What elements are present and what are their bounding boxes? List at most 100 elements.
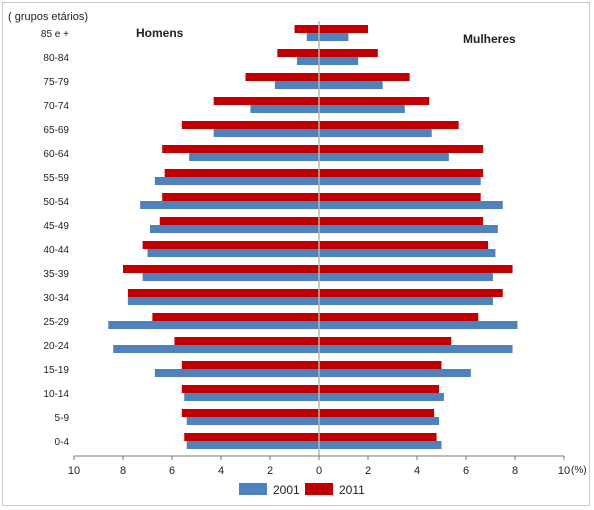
bar-women-2011-25-29: [319, 313, 479, 321]
bar-men-2001-45-49: [149, 225, 319, 233]
bar-men-2011-40-44: [142, 241, 319, 249]
bar-women-2001-35-39: [319, 273, 493, 281]
bar-women-2001-0-4: [319, 441, 442, 449]
y-tick-label: 65-69: [43, 125, 69, 136]
y-tick-label: 15-19: [43, 365, 69, 376]
x-unit-label: (%): [571, 465, 587, 476]
bar-men-2011-20-24: [174, 337, 319, 345]
bar-women-2011-15-19: [319, 361, 442, 369]
bar-women-2011-60-64: [319, 145, 484, 153]
y-tick-label: 35-39: [43, 269, 69, 280]
bar-men-2001-15-19: [154, 369, 319, 377]
bar-men-2001-40-44: [147, 249, 319, 257]
x-tick-label: 10: [68, 465, 80, 477]
x-tick-label: 8: [120, 465, 126, 477]
x-axis-ticks: 10 8 6 4 2 0 2 4 6 8 10: [68, 456, 570, 477]
bar-women-2001-45-49: [319, 225, 498, 233]
y-tick-label: 55-59: [43, 173, 69, 184]
bar-women-2011-55-59: [319, 169, 484, 177]
bar-women-2001-30-34: [319, 297, 493, 305]
bar-women-2001-75-79: [319, 81, 383, 89]
legend-swatch-2011: [305, 483, 333, 495]
bar-women-2001-85-e: [319, 33, 349, 41]
y-tick-label: 50-54: [43, 197, 69, 208]
bar-women-2011-35-39: [319, 265, 513, 273]
x-tick-label: 6: [169, 465, 175, 477]
bar-women-2011-40-44: [319, 241, 489, 249]
x-tick-label: 6: [463, 465, 469, 477]
bar-men-2001-25-29: [108, 321, 319, 329]
legend-swatch-2001: [239, 483, 267, 495]
bar-women-2011-30-34: [319, 289, 503, 297]
bar-women-2001-20-24: [319, 345, 513, 353]
bar-women-2001-10-14: [319, 393, 444, 401]
y-tick-label: 60-64: [43, 149, 69, 160]
bar-men-2011-50-54: [162, 193, 319, 201]
bar-women-2011-85-e: [319, 25, 368, 33]
y-tick-label: 85 e +: [41, 29, 69, 40]
legend-label-2001: 2001: [273, 483, 300, 497]
y-tick-label: 30-34: [43, 293, 69, 304]
bar-women-2001-55-59: [319, 177, 481, 185]
bar-women-2001-40-44: [319, 249, 496, 257]
x-tick-label: 4: [414, 465, 420, 477]
bar-men-2001-85-e: [306, 33, 319, 41]
bar-men-2011-65-69: [181, 121, 319, 129]
men-label: Homens: [136, 26, 184, 40]
y-tick-label: 70-74: [43, 101, 69, 112]
bar-men-2011-80-84: [277, 49, 319, 57]
population-pyramid-chart: 10 8 6 4 2 0 2 4 6 8 10 85 e + 80-84 75-79 70-74 65-69…: [8, 11, 587, 497]
y-tick-label: 40-44: [43, 245, 69, 256]
bar-men-2001-80-84: [296, 57, 319, 65]
bar-men-2001-10-14: [184, 393, 319, 401]
y-axis-title: ( grupos etários): [8, 11, 88, 23]
bar-women-2001-25-29: [319, 321, 518, 329]
bar-men-2001-50-54: [140, 201, 319, 209]
y-axis-labels: 85 e + 80-84 75-79 70-74 65-69 60-64 55-59 50-5…: [41, 29, 70, 448]
y-tick-label: 20-24: [43, 341, 69, 352]
bar-men-2011-60-64: [162, 145, 319, 153]
bar-men-2011-30-34: [127, 289, 320, 297]
bar-women-2011-65-69: [319, 121, 459, 129]
bar-women-2001-80-84: [319, 57, 359, 65]
bar-women-2011-50-54: [319, 193, 481, 201]
y-tick-label: 10-14: [43, 389, 69, 400]
bar-men-2011-0-4: [184, 433, 319, 441]
x-tick-label: 8: [512, 465, 518, 477]
y-tick-label: 0-4: [55, 437, 70, 448]
bar-men-2011-45-49: [159, 217, 319, 225]
bar-men-2011-55-59: [164, 169, 319, 177]
bar-women-2011-0-4: [319, 433, 437, 441]
chart-frame: 10 8 6 4 2 0 2 4 6 8 10 85 e + 80-84 75-79 70-74 65-69…: [2, 2, 590, 506]
y-tick-label: 75-79: [43, 77, 69, 88]
bar-men-2001-55-59: [154, 177, 319, 185]
x-tick-label: 10: [558, 465, 570, 477]
bar-men-2001-35-39: [142, 273, 319, 281]
bar-men-2001-75-79: [274, 81, 319, 89]
bar-men-2011-70-74: [213, 97, 319, 105]
bar-women-2011-70-74: [319, 97, 430, 105]
women-label: Mulheres: [463, 32, 516, 46]
bar-women-2011-20-24: [319, 337, 452, 345]
bar-men-2011-15-19: [181, 361, 319, 369]
bar-men-2001-60-64: [189, 153, 319, 161]
x-tick-label: 0: [316, 465, 322, 477]
bar-women-2001-70-74: [319, 105, 405, 113]
bar-men-2011-35-39: [123, 265, 319, 273]
y-tick-label: 25-29: [43, 317, 69, 328]
x-tick-label: 4: [218, 465, 224, 477]
bar-women-2001-60-64: [319, 153, 449, 161]
bars-layer: [108, 25, 518, 449]
bar-women-2011-45-49: [319, 217, 484, 225]
y-tick-label: 80-84: [43, 53, 69, 64]
x-tick-label: 2: [365, 465, 371, 477]
bar-men-2011-25-29: [152, 313, 319, 321]
bar-women-2011-75-79: [319, 73, 410, 81]
bar-men-2001-65-69: [213, 129, 319, 137]
y-tick-label: 5-9: [55, 413, 70, 424]
bar-men-2011-5-9: [181, 409, 319, 417]
bar-women-2001-15-19: [319, 369, 471, 377]
bar-men-2001-70-74: [250, 105, 319, 113]
bar-men-2001-0-4: [186, 441, 319, 449]
legend-label-2011: 2011: [339, 483, 365, 497]
